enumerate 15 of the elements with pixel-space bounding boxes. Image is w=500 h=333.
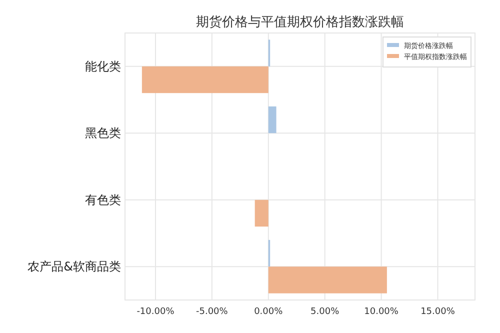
bar — [268, 266, 387, 294]
y-tick-label: 能化类 — [85, 59, 121, 74]
y-tick-label: 有色类 — [85, 192, 121, 207]
y-tick-label: 黑色类 — [85, 126, 121, 140]
x-tick-label: 5.00% — [310, 307, 340, 317]
x-tick-label: -10.00% — [136, 307, 175, 317]
x-tick-label: -5.00% — [196, 307, 228, 317]
bar — [254, 200, 268, 227]
x-tick-label: 15.00% — [420, 307, 456, 317]
x-tick-label: 0.00% — [254, 307, 284, 317]
bar — [142, 66, 268, 94]
y-tick-label: 农产品&软商品类 — [28, 260, 121, 274]
x-tick-label: 10.00% — [364, 307, 399, 317]
chart-title: 期货价格与平值期权价格指数涨跌幅 — [196, 15, 404, 30]
bar — [268, 106, 276, 134]
